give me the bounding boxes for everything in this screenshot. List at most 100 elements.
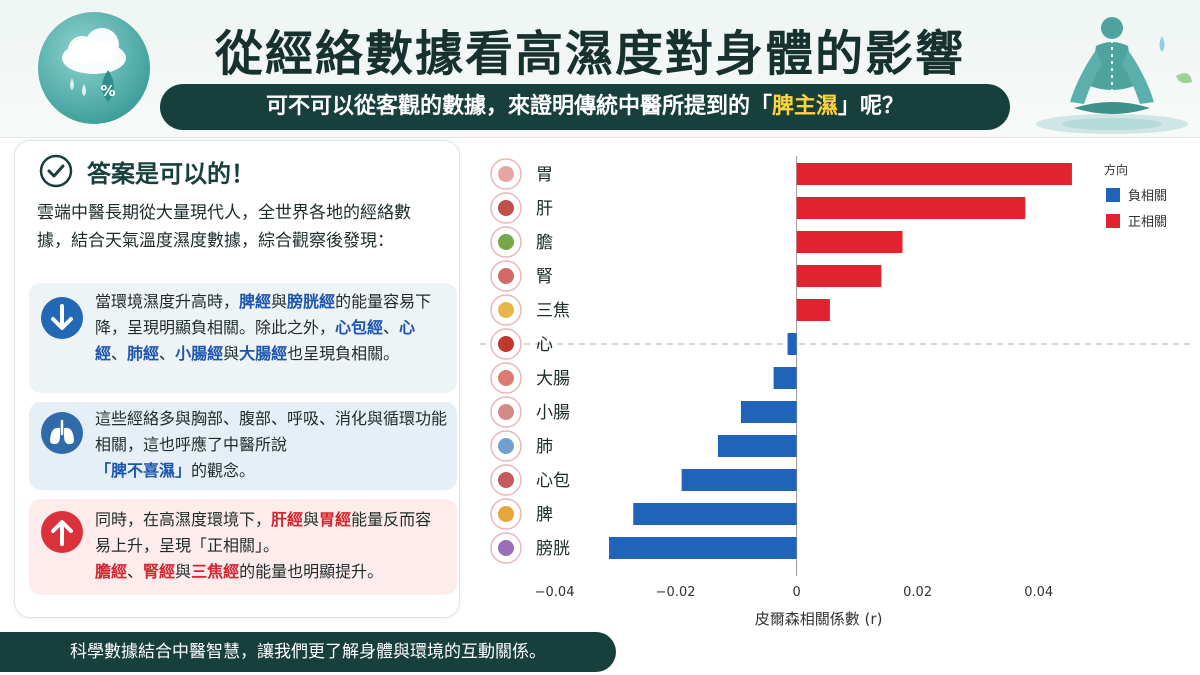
- meridian-lung: 肺經: [127, 344, 160, 363]
- text-run: 與: [303, 510, 320, 529]
- negative-correlation-text: 當環境濕度升高時，脾經與膀胱經的能量容易下降，呈現明顯負相關。除此之外，心包經、…: [95, 289, 447, 367]
- category-label-3: 腎: [536, 267, 553, 287]
- x-axis-label: 皮爾森相關係數 (r): [755, 610, 883, 628]
- correlation-chart: 胃肝膽腎三焦心大腸小腸肺心包脾膀胱 −0.04 −0.02 0 0.02 0.04 皮爾森相…: [470, 140, 1198, 634]
- explanation-card: 答案是可以的！ 雲端中醫長期從大量現代人，全世界各地的經絡數據，結合天氣溫度濕度…: [14, 140, 460, 618]
- meridian-heart: 心經: [95, 318, 416, 363]
- meridian-triple-burner: 三焦經: [191, 562, 240, 581]
- bar-5: [787, 333, 797, 355]
- legend-swatch-0: [1106, 188, 1120, 202]
- x-tick-label-3: 0.02: [903, 585, 932, 600]
- category-label-5: 心: [536, 335, 553, 355]
- meridian-small-intestine: 小腸經: [175, 344, 224, 363]
- bar-9: [681, 469, 797, 491]
- text-run: 與: [175, 562, 192, 581]
- subtitle-highlight: 脾主濕: [771, 94, 838, 119]
- meridian-kidney: 腎經: [143, 562, 176, 581]
- subtitle-text-pre: 可不可以從客觀的數據，來證明傳統中醫所提到的「: [265, 94, 772, 119]
- bar-6: [773, 367, 797, 389]
- page-title: 從經絡數據看高濕度對身體的影響: [214, 26, 965, 82]
- humidity-cloud-badge: %: [38, 12, 150, 124]
- x-tick-label-2: 0: [792, 585, 800, 600]
- text-run: 與: [223, 344, 240, 363]
- category-label-10: 脾: [536, 505, 553, 525]
- legend-swatch-1: [1106, 214, 1120, 228]
- percent-label: %: [100, 82, 115, 100]
- text-run: 能量反而容易上升，呈現「正相關」。: [95, 510, 432, 555]
- bar-7: [740, 401, 797, 423]
- subtitle-text-post: 」呢？: [838, 94, 905, 119]
- category-label-6: 大腸: [536, 369, 570, 389]
- answer-row: 答案是可以的！: [39, 153, 255, 189]
- lung-icon: [490, 430, 522, 462]
- bar-8: [717, 435, 797, 457]
- intro-paragraph: 雲端中醫長期從大量現代人，全世界各地的經絡數據，結合天氣溫度濕度數據，綜合觀察後…: [37, 203, 411, 251]
- gallbladder-icon: [490, 226, 522, 258]
- footer-banner: 科學數據結合中醫智慧，讓我們更了解身體與環境的互動關係。: [0, 632, 616, 672]
- legend-title: 方向: [1104, 162, 1128, 177]
- positive-correlation-text: 同時，在高濕度環境下，肝經與胃經能量反而容易上升，呈現「正相關」。 膽經、腎經與三…: [95, 507, 447, 585]
- pericardium-icon: [490, 464, 522, 496]
- spleen-dislikes-damp-text: 這些經絡多與胸部、腹部、呼吸、消化與循環功能相關，這也呼應了中醫所說「脾不喜濕」…: [95, 406, 447, 484]
- legend-label-0: 負相關: [1128, 189, 1167, 204]
- bar-2: [796, 231, 903, 253]
- text-run: 的觀念。: [191, 461, 256, 480]
- bar-11: [609, 537, 797, 559]
- legend-label-1: 正相關: [1128, 215, 1167, 230]
- category-label-4: 三焦: [536, 301, 570, 321]
- x-tick-label-0: −0.04: [535, 585, 575, 600]
- category-label-9: 心包: [536, 471, 570, 491]
- bar-1: [796, 197, 1026, 219]
- header: % 從經絡數據看高濕度對身體的影響 可不可以從客觀的數據，來證明傳統中醫所提到的…: [0, 0, 1200, 138]
- meridian-large-intestine: 大腸經: [239, 344, 288, 363]
- bladder-icon: [490, 532, 522, 564]
- answer-title: 答案是可以的！: [87, 159, 255, 188]
- category-label-0: 胃: [536, 165, 553, 185]
- text-run: 、: [127, 562, 144, 581]
- liver-icon: [490, 192, 522, 224]
- negative-correlation-box: 當環境濕度升高時，脾經與膀胱經的能量容易下降，呈現明顯負相關。除此之外，心包經、…: [29, 283, 457, 393]
- bar-4: [796, 299, 830, 321]
- category-label-7: 小腸: [536, 403, 570, 423]
- heart-icon: [490, 328, 522, 360]
- arrow-down-icon: [41, 297, 83, 339]
- text-run: 當環境濕度升高時，: [95, 292, 240, 311]
- spleen-dislikes-damp-phrase: 「脾不喜濕」: [95, 461, 192, 480]
- lungs-icon: [41, 412, 83, 454]
- meridian-spleen: 脾經: [239, 292, 272, 311]
- text-run: 、: [159, 344, 176, 363]
- text-run: 這些經絡多與胸部、腹部、呼吸、消化與循環功能相關，這也呼應了中醫所說: [95, 409, 448, 454]
- x-tick-label-1: −0.02: [656, 585, 696, 600]
- text-run: 與: [271, 292, 288, 311]
- large-intestine-icon: [490, 362, 522, 394]
- meridian-stomach: 胃經: [319, 510, 352, 529]
- kidney-icon: [490, 260, 522, 292]
- meridian-liver: 肝經: [271, 510, 304, 529]
- category-label-11: 膀胱: [536, 539, 570, 559]
- text-run: 同時，在高濕度環境下，: [95, 510, 272, 529]
- text-run: 也呈現負相關。: [287, 344, 400, 363]
- stomach-icon: [490, 158, 522, 190]
- x-tick-label-4: 0.04: [1024, 585, 1053, 600]
- bar-3: [796, 265, 882, 287]
- triple-burner-icon: [490, 294, 522, 326]
- meridian-pericardium: 心包經: [335, 318, 384, 337]
- category-label-8: 肺: [536, 437, 553, 457]
- meridian-gallbladder: 膽經: [95, 562, 128, 581]
- text-run: 的能量容易下降，呈現明顯負相關。除此之外，: [95, 292, 432, 337]
- category-label-2: 膽: [536, 233, 553, 253]
- spleen-dislikes-damp-box: 這些經絡多與胸部、腹部、呼吸、消化與循環功能相關，這也呼應了中醫所說「脾不喜濕」…: [29, 402, 457, 490]
- category-label-1: 肝: [536, 199, 553, 219]
- rain-cloud-icon: %: [62, 28, 126, 102]
- bar-0: [796, 163, 1072, 185]
- arrow-up-icon: [41, 511, 83, 553]
- bar-10: [633, 503, 797, 525]
- meridian-bladder: 膀胱經: [287, 292, 336, 311]
- positive-correlation-box: 同時，在高濕度環境下，肝經與胃經能量反而容易上升，呈現「正相關」。 膽經、腎經與三…: [29, 499, 457, 595]
- text-run: 的能量也明顯提升。: [239, 562, 384, 581]
- subtitle-pill: 可不可以從客觀的數據，來證明傳統中醫所提到的「脾主濕」呢？: [160, 84, 1010, 130]
- meditation-figure-icon: [1036, 17, 1192, 134]
- check-circle-icon: [39, 154, 73, 188]
- small-intestine-icon: [490, 396, 522, 428]
